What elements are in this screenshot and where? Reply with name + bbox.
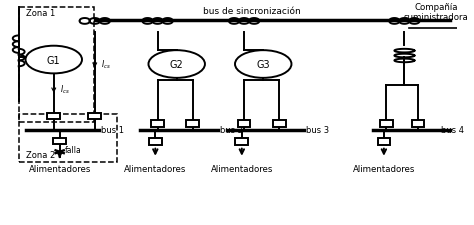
Text: bus 3: bus 3 (306, 126, 329, 135)
Text: Compañía
suministradora: Compañía suministradora (404, 2, 469, 22)
Text: bus 2: bus 2 (219, 126, 243, 135)
Text: Zona 1: Zona 1 (27, 9, 55, 18)
Text: $I_{cs}$: $I_{cs}$ (100, 58, 110, 71)
Bar (377, 139, 390, 145)
Bar (412, 121, 424, 127)
Bar (236, 139, 248, 145)
Text: G3: G3 (256, 60, 270, 70)
Bar (149, 139, 162, 145)
Bar (186, 121, 199, 127)
Bar (53, 138, 66, 144)
Bar (88, 113, 101, 120)
Text: Zona 2: Zona 2 (27, 150, 55, 159)
Bar (151, 121, 164, 127)
Text: falla: falla (65, 146, 82, 155)
Bar (18, 115, 117, 162)
Text: $I_{cs}$: $I_{cs}$ (60, 83, 70, 96)
Text: Alimentadores: Alimentadores (28, 164, 91, 173)
Circle shape (235, 51, 292, 79)
Bar (380, 121, 392, 127)
Circle shape (148, 51, 205, 79)
Text: Alimentadores: Alimentadores (124, 165, 186, 174)
Bar (238, 121, 250, 127)
Circle shape (26, 47, 82, 74)
Bar (18, 8, 94, 122)
Text: Alimentadores: Alimentadores (210, 165, 273, 174)
Text: G1: G1 (47, 55, 61, 65)
Text: bus 1: bus 1 (101, 126, 124, 135)
Text: bus de sincronización: bus de sincronización (203, 7, 301, 16)
Bar (47, 113, 60, 120)
Bar (273, 121, 285, 127)
Text: Alimentadores: Alimentadores (353, 165, 415, 174)
Text: G2: G2 (170, 60, 183, 70)
Text: bus 4: bus 4 (441, 126, 464, 135)
